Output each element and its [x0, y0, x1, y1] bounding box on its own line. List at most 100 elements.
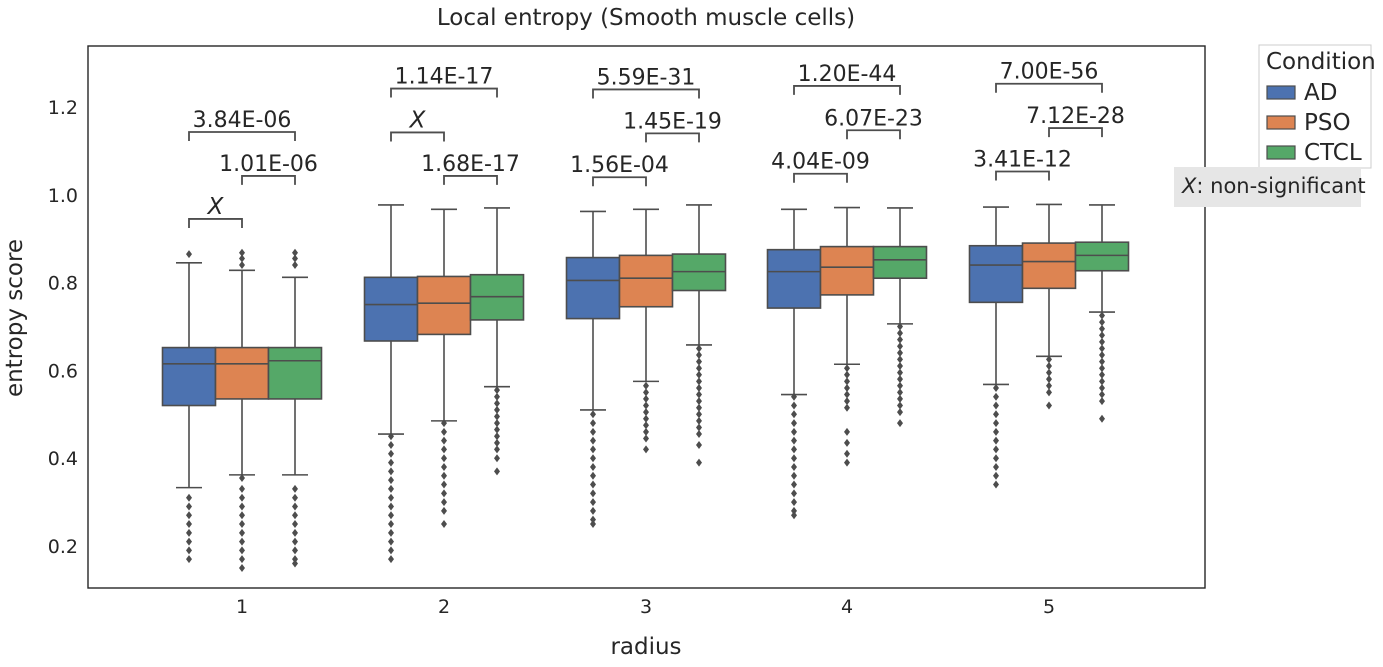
significance-bracket: 1.20E-44: [793, 62, 901, 95]
outlier-marker: [441, 489, 447, 498]
bracket-line: [390, 131, 445, 142]
significance-bracket: 1.68E-17: [421, 152, 520, 185]
significance-bracket: 1.01E-06: [219, 152, 318, 185]
bracket-line: [846, 129, 901, 140]
box-ctcl-radius-4: [872, 207, 928, 428]
outlier-marker: [388, 502, 394, 511]
p-value-label: 3.84E-06: [193, 108, 292, 133]
p-value-label: 1.68E-17: [421, 152, 520, 177]
outlier-marker: [292, 537, 298, 546]
significance-bracket: 7.12E-28: [1026, 104, 1125, 138]
outlier-marker: [441, 436, 447, 445]
outlier-marker: [696, 377, 702, 386]
outlier-marker: [1099, 364, 1105, 373]
bracket-line: [390, 87, 498, 98]
outlier-marker: [441, 471, 447, 480]
p-value-label: X: [409, 107, 427, 133]
legend-swatch-ctcl: [1266, 145, 1296, 160]
outlier-marker: [186, 546, 192, 555]
outlier-marker: [239, 546, 245, 555]
outlier-marker: [388, 476, 394, 485]
outlier-marker: [897, 419, 903, 428]
outlier-marker: [696, 423, 702, 432]
y-tick-label: 0.4: [48, 448, 78, 470]
bracket-line: [995, 82, 1103, 93]
outlier-marker: [186, 520, 192, 529]
y-tick-label: 0.8: [48, 273, 78, 295]
outlier-marker: [292, 559, 298, 568]
box-pso-radius-4: [819, 206, 875, 467]
outlier-marker: [643, 445, 649, 454]
outlier-marker: [292, 528, 298, 537]
outlier-marker: [791, 489, 797, 498]
outlier-marker: [388, 511, 394, 520]
outlier-marker: [292, 511, 298, 520]
outlier-marker: [1099, 357, 1105, 366]
bracket-line: [793, 172, 848, 183]
outlier-marker: [441, 506, 447, 515]
outlier-marker: [791, 401, 797, 410]
x-axis-label: radius: [610, 634, 681, 660]
outlier-marker: [844, 364, 850, 373]
outlier-marker: [186, 493, 192, 502]
outlier-marker: [791, 410, 797, 419]
outlier-marker: [897, 329, 903, 338]
box-ctcl-radius-3: [671, 204, 727, 467]
outlier-marker: [239, 528, 245, 537]
outlier-marker: [441, 480, 447, 489]
outlier-marker: [186, 555, 192, 564]
outlier-marker: [441, 445, 447, 454]
outlier-marker: [239, 555, 245, 564]
outlier-marker: [993, 436, 999, 445]
box-ctcl-radius-1: [267, 248, 323, 568]
outlier-marker: [643, 434, 649, 443]
outlier-marker: [1099, 324, 1105, 333]
bracket-line: [188, 218, 243, 228]
outlier-marker: [897, 381, 903, 390]
significance-bracket: 1.45E-19: [623, 109, 722, 143]
outlier-marker: [791, 454, 797, 463]
outlier-marker: [292, 248, 298, 257]
box-iqr: [267, 346, 323, 400]
outlier-marker: [186, 537, 192, 546]
y-tick-label: 0.2: [48, 536, 78, 558]
outlier-marker: [696, 383, 702, 392]
outlier-marker: [791, 471, 797, 480]
outlier-marker: [897, 401, 903, 410]
outlier-marker: [844, 438, 850, 447]
legend-label-ad: AD: [1304, 80, 1337, 106]
outlier-marker: [897, 335, 903, 344]
outlier-marker: [590, 506, 596, 515]
p-value-label: 1.45E-19: [623, 109, 722, 134]
outlier-marker: [388, 555, 394, 564]
outlier-marker: [993, 401, 999, 410]
outlier-marker: [441, 419, 447, 428]
outlier-marker: [292, 520, 298, 529]
outlier-marker: [388, 546, 394, 555]
outlier-marker: [239, 473, 245, 482]
outlier-marker: [1046, 375, 1052, 384]
bracket-line: [592, 88, 700, 99]
outlier-marker: [388, 528, 394, 537]
outlier-marker: [696, 458, 702, 467]
p-value-label: 3.41E-12: [973, 148, 1072, 173]
outlier-marker: [186, 502, 192, 511]
outlier-marker: [292, 254, 298, 263]
outlier-marker: [388, 537, 394, 546]
outlier-marker: [239, 493, 245, 502]
outlier-marker: [844, 403, 850, 412]
outlier-marker: [844, 427, 850, 436]
legend-swatch-ad: [1266, 85, 1296, 100]
outlier-marker: [494, 405, 500, 414]
outlier-marker: [1099, 390, 1105, 399]
outlier-marker: [186, 528, 192, 537]
significance-bracket: 6.07E-23: [824, 106, 923, 140]
significance-bracket: X: [188, 194, 243, 228]
box-iqr: [1074, 241, 1130, 272]
outlier-marker: [897, 368, 903, 377]
outlier-marker: [292, 261, 298, 270]
outlier-marker: [993, 480, 999, 489]
outlier-marker: [643, 408, 649, 417]
outlier-marker: [897, 362, 903, 371]
